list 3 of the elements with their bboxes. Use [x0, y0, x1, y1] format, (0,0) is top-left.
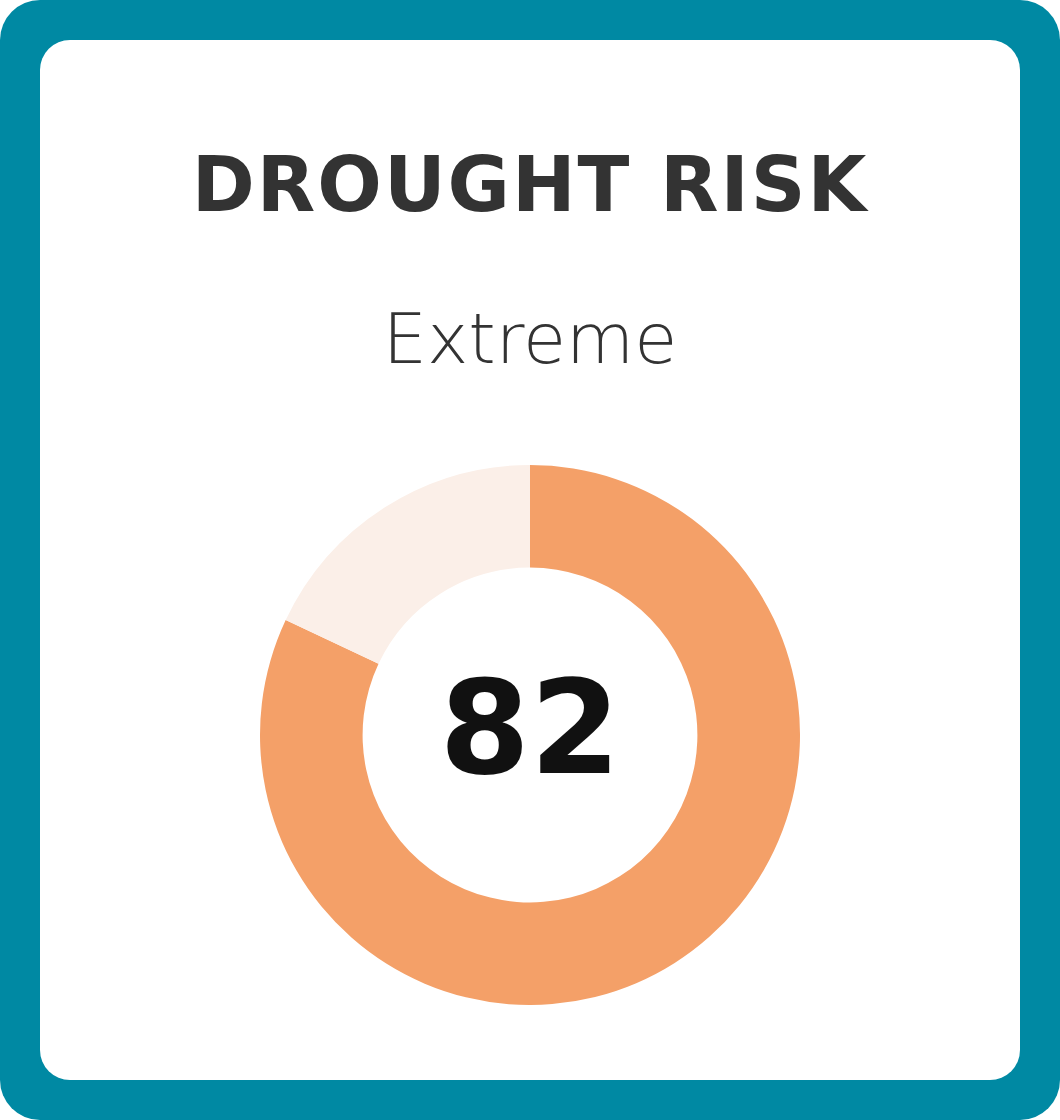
chart-title: DROUGHT RISK: [190, 140, 870, 229]
chart-subtitle: Extreme: [381, 298, 679, 380]
data-label: 82: [439, 651, 621, 804]
